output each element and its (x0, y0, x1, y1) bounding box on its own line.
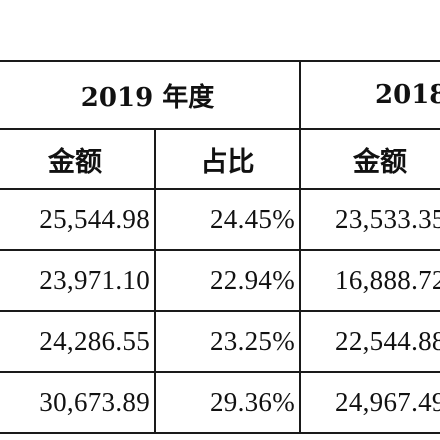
share-2019-cell: 29.36% (153, 371, 302, 434)
amount-2018-cell: 16,888.72 (299, 249, 440, 312)
amount-2018-cell: 22,544.88 (299, 310, 440, 373)
amount-2018-cell: 24,967.49 (299, 371, 440, 434)
amount-2019-cell: 23,971.10 (0, 249, 156, 312)
share-2019-cell: 24.45% (153, 188, 302, 251)
table-row: 24,286.55 23.25% 22,544.88 (0, 310, 440, 373)
table-row: 25,544.98 24.45% 23,533.35 (0, 188, 440, 251)
share-2019-cell: 22.94% (153, 249, 302, 312)
year-header-row: 2019 年度 2018 (0, 60, 440, 130)
amount-2019-cell: 30,673.89 (0, 371, 156, 434)
amount-header-2018: 金额 (299, 128, 440, 190)
financial-table: 2019 年度 2018 金额 占比 金额 25,544.98 24.45% 2… (0, 60, 440, 434)
share-2019-cell: 23.25% (153, 310, 302, 373)
amount-2018-cell: 23,533.35 (299, 188, 440, 251)
year-2019-header: 2019 年度 (0, 60, 302, 130)
amount-2019-cell: 24,286.55 (0, 310, 156, 373)
table-row: 30,673.89 29.36% 24,967.49 (0, 371, 440, 434)
amount-2019-cell: 25,544.98 (0, 188, 156, 251)
share-header-2019: 占比 (153, 128, 302, 190)
table-row: 23,971.10 22.94% 16,888.72 (0, 249, 440, 312)
column-header-row: 金额 占比 金额 (0, 128, 440, 190)
year-2018-header: 2018 (299, 60, 440, 130)
amount-header-2019: 金额 (0, 128, 156, 190)
